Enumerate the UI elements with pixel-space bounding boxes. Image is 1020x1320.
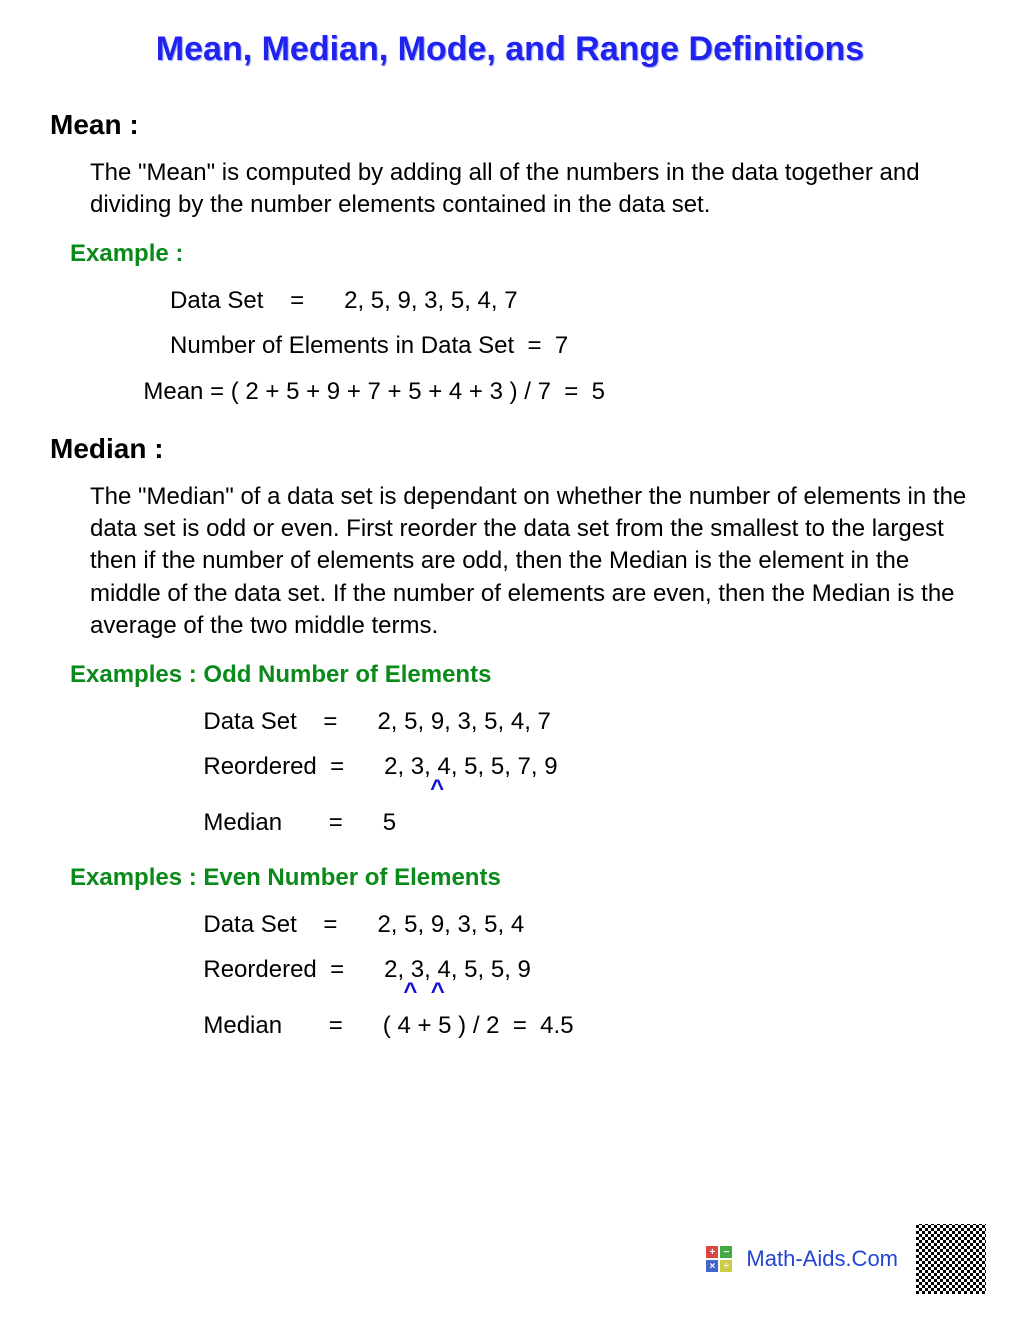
median-definition-text: The "Median" of a data set is dependant … (90, 481, 970, 643)
math-aids-icon: +−×÷ (706, 1246, 732, 1272)
mean-definition-text: The "Mean" is computed by adding all of … (90, 157, 970, 222)
mean-example-block: Data Set = 2, 5, 9, 3, 5, 4, 7 Number of… (50, 278, 970, 415)
mean-dataset-line: Data Set = 2, 5, 9, 3, 5, 4, 7 (50, 278, 970, 324)
median-odd-label: Examples : Odd Number of Elements (70, 661, 970, 689)
median-even-label: Examples : Even Number of Elements (70, 864, 970, 892)
mean-calc-line: Mean = ( 2 + 5 + 9 + 7 + 5 + 4 + 3 ) / 7… (50, 369, 970, 415)
page-title: Mean, Median, Mode, and Range Definition… (50, 30, 970, 69)
median-even-dataset-line: Data Set = 2, 5, 9, 3, 5, 4 (50, 902, 970, 948)
mean-heading: Mean : (50, 109, 970, 141)
median-even-block: Data Set = 2, 5, 9, 3, 5, 4 Reordered = … (50, 902, 970, 1049)
site-link[interactable]: Math-Aids.Com (746, 1246, 898, 1272)
median-even-result-line: Median = ( 4 + 5 ) / 2 = 4.5 (50, 1003, 970, 1049)
median-odd-block: Data Set = 2, 5, 9, 3, 5, 4, 7 Reordered… (50, 699, 970, 846)
mean-count-line: Number of Elements in Data Set = 7 (50, 323, 970, 369)
median-odd-result-line: Median = 5 (50, 800, 970, 846)
footer: +−×÷ Math-Aids.Com (706, 1220, 990, 1298)
mean-example-label: Example : (70, 240, 970, 268)
median-heading: Median : (50, 433, 970, 465)
median-odd-dataset-line: Data Set = 2, 5, 9, 3, 5, 4, 7 (50, 699, 970, 745)
qr-code-icon (912, 1220, 990, 1298)
